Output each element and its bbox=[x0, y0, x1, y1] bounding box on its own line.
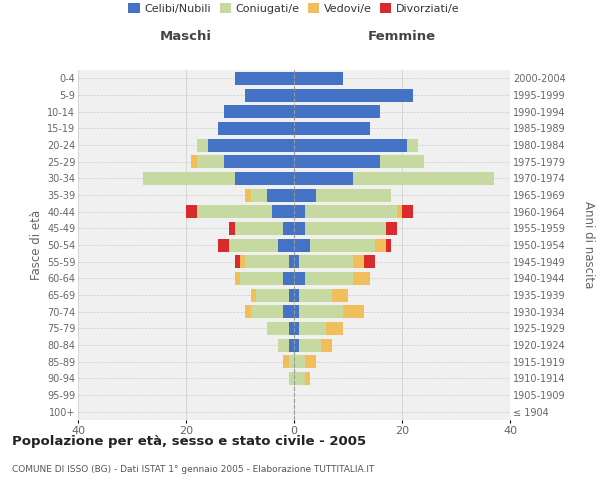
Bar bbox=[245, 255, 289, 268]
Bar bbox=[294, 322, 299, 335]
Bar bbox=[294, 288, 299, 302]
Bar bbox=[402, 205, 413, 218]
Bar bbox=[251, 305, 283, 318]
Bar bbox=[218, 238, 229, 252]
Bar bbox=[267, 188, 294, 202]
Bar bbox=[251, 188, 267, 202]
Bar bbox=[375, 238, 386, 252]
Bar bbox=[294, 238, 310, 252]
Bar bbox=[235, 222, 283, 235]
Bar bbox=[305, 222, 386, 235]
Bar bbox=[407, 138, 418, 151]
Bar bbox=[299, 338, 321, 351]
Bar bbox=[294, 72, 343, 85]
Bar bbox=[289, 372, 294, 385]
Bar bbox=[294, 372, 305, 385]
Bar bbox=[235, 172, 294, 185]
Bar bbox=[224, 155, 294, 168]
Bar bbox=[316, 188, 391, 202]
Text: Femmine: Femmine bbox=[368, 30, 436, 43]
Bar bbox=[283, 272, 294, 285]
Bar bbox=[294, 255, 299, 268]
Bar bbox=[294, 105, 380, 118]
Bar bbox=[245, 305, 251, 318]
Bar bbox=[240, 255, 245, 268]
Bar bbox=[289, 288, 294, 302]
Bar bbox=[191, 155, 197, 168]
Bar bbox=[353, 172, 494, 185]
Bar bbox=[294, 272, 305, 285]
Bar bbox=[294, 122, 370, 135]
Bar bbox=[224, 105, 294, 118]
Bar bbox=[386, 238, 391, 252]
Bar bbox=[143, 172, 235, 185]
Bar bbox=[299, 305, 343, 318]
Bar bbox=[299, 322, 326, 335]
Bar bbox=[321, 338, 332, 351]
Bar bbox=[380, 155, 424, 168]
Bar bbox=[208, 138, 294, 151]
Bar bbox=[353, 255, 364, 268]
Text: Popolazione per età, sesso e stato civile - 2005: Popolazione per età, sesso e stato civil… bbox=[12, 435, 366, 448]
Bar bbox=[218, 122, 294, 135]
Bar bbox=[310, 238, 375, 252]
Bar bbox=[294, 88, 413, 102]
Bar bbox=[229, 238, 278, 252]
Bar bbox=[197, 205, 272, 218]
Legend: Celibi/Nubili, Coniugati/e, Vedovi/e, Divorziati/e: Celibi/Nubili, Coniugati/e, Vedovi/e, Di… bbox=[124, 0, 464, 18]
Bar bbox=[294, 188, 316, 202]
Bar bbox=[235, 72, 294, 85]
Bar bbox=[245, 188, 251, 202]
Text: COMUNE DI ISSO (BG) - Dati ISTAT 1° gennaio 2005 - Elaborazione TUTTITALIA.IT: COMUNE DI ISSO (BG) - Dati ISTAT 1° genn… bbox=[12, 465, 374, 474]
Bar bbox=[283, 355, 289, 368]
Bar bbox=[294, 138, 407, 151]
Bar bbox=[299, 255, 353, 268]
Bar bbox=[353, 272, 370, 285]
Bar bbox=[397, 205, 402, 218]
Text: Maschi: Maschi bbox=[160, 30, 212, 43]
Bar bbox=[235, 255, 240, 268]
Bar bbox=[305, 272, 353, 285]
Bar bbox=[294, 305, 299, 318]
Bar bbox=[305, 355, 316, 368]
Bar bbox=[305, 372, 310, 385]
Bar bbox=[278, 338, 289, 351]
Bar bbox=[283, 222, 294, 235]
Y-axis label: Anni di nascita: Anni di nascita bbox=[583, 202, 595, 288]
Bar bbox=[299, 288, 332, 302]
Bar bbox=[278, 238, 294, 252]
Y-axis label: Fasce di età: Fasce di età bbox=[29, 210, 43, 280]
Bar bbox=[294, 222, 305, 235]
Bar bbox=[294, 205, 305, 218]
Bar bbox=[294, 355, 305, 368]
Bar bbox=[289, 255, 294, 268]
Bar bbox=[197, 155, 224, 168]
Bar bbox=[289, 355, 294, 368]
Bar bbox=[326, 322, 343, 335]
Bar bbox=[235, 272, 240, 285]
Bar bbox=[251, 288, 256, 302]
Bar bbox=[289, 338, 294, 351]
Bar bbox=[272, 205, 294, 218]
Bar bbox=[364, 255, 375, 268]
Bar bbox=[305, 205, 397, 218]
Bar bbox=[240, 272, 283, 285]
Bar bbox=[283, 305, 294, 318]
Bar bbox=[343, 305, 364, 318]
Bar bbox=[229, 222, 235, 235]
Bar bbox=[289, 322, 294, 335]
Bar bbox=[386, 222, 397, 235]
Bar bbox=[256, 288, 289, 302]
Bar bbox=[186, 205, 197, 218]
Bar bbox=[245, 88, 294, 102]
Bar bbox=[294, 172, 353, 185]
Bar bbox=[197, 138, 208, 151]
Bar bbox=[294, 338, 299, 351]
Bar bbox=[267, 322, 289, 335]
Bar bbox=[294, 155, 380, 168]
Bar bbox=[332, 288, 348, 302]
